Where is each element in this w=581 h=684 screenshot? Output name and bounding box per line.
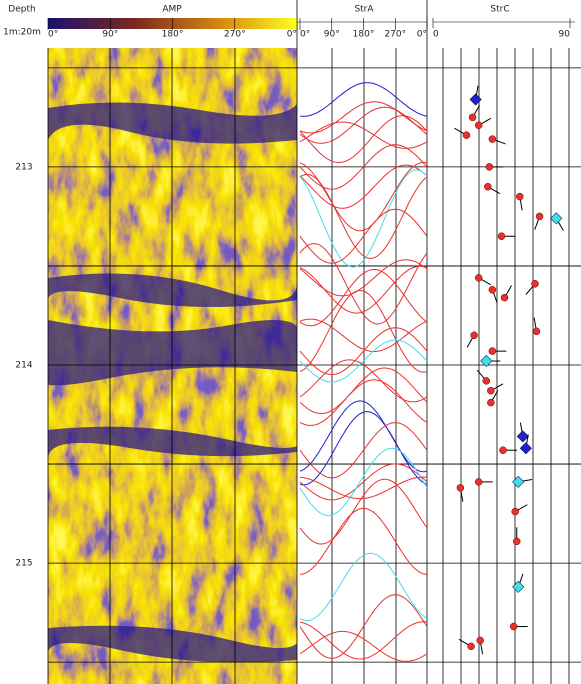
- dip-sinusoid: [299, 630, 427, 662]
- dip-sinusoid: [299, 164, 427, 209]
- tadpole: [488, 135, 497, 143]
- axis-label: 180°: [353, 30, 375, 40]
- depth-title: Depth: [8, 5, 35, 15]
- tadpole: [474, 478, 483, 486]
- dip-sinusoid: [299, 422, 427, 479]
- dip-sinusoid: [299, 411, 427, 486]
- dip-sinusoid: [299, 359, 427, 403]
- dip-sinusoid: [299, 289, 427, 373]
- tadpole: [476, 636, 484, 645]
- tadpole: [499, 446, 507, 454]
- axis-label: 0°: [287, 30, 297, 40]
- dip-sinusoid: [299, 339, 427, 383]
- axis-label: 90: [559, 30, 571, 40]
- tadpole: [474, 121, 483, 130]
- tadpole: [488, 347, 497, 355]
- tadpole: [500, 293, 509, 302]
- dip-sinusoid: [299, 169, 427, 268]
- tadpole: [516, 192, 524, 201]
- dip-sinusoid: [299, 269, 427, 327]
- tadpole: [468, 113, 477, 122]
- tadpole: [516, 430, 529, 443]
- tadpole: [469, 93, 482, 106]
- tadpole: [462, 131, 471, 139]
- tadpole: [512, 537, 521, 546]
- dip-sinusoid: [299, 259, 427, 297]
- depth-label: 215: [15, 559, 32, 569]
- dip-sinusoid: [299, 379, 427, 426]
- dip-sinusoid: [299, 101, 427, 134]
- axis-label: 90°: [324, 30, 340, 40]
- axis-label: 90°: [102, 30, 118, 40]
- dip-sinusoid: [299, 121, 427, 149]
- tadpole: [456, 484, 465, 492]
- dip-sinusoid: [299, 327, 427, 376]
- tadpole: [485, 163, 494, 171]
- dip-sinusoid: [299, 447, 427, 517]
- dip-sinusoid: [299, 594, 427, 659]
- dip-sinusoid: [299, 621, 427, 660]
- amp-title: AMP: [162, 5, 182, 15]
- tadpole: [535, 212, 544, 221]
- dip-sinusoid: [299, 476, 427, 500]
- tadpole: [512, 475, 525, 488]
- dip-sinusoid: [299, 174, 427, 259]
- axis-label: 0: [433, 30, 439, 40]
- tadpole: [488, 285, 497, 294]
- tadpole: [474, 274, 483, 282]
- dip-sinusoid: [299, 552, 427, 621]
- axis-label: 270°: [224, 30, 246, 40]
- dip-sinusoid: [299, 507, 427, 575]
- tadpole: [511, 507, 519, 516]
- axis-label: 0°: [417, 30, 427, 40]
- tadpole: [550, 212, 563, 225]
- grid: [47, 0, 570, 684]
- stra-title: StrA: [354, 5, 374, 15]
- tadpole: [532, 327, 541, 336]
- strc-title: StrC: [490, 5, 509, 15]
- dip-sinusoid: [299, 318, 427, 352]
- tadpole: [531, 280, 539, 288]
- tadpole: [509, 622, 518, 631]
- dip-sinusoid: [299, 243, 427, 325]
- tadpole: [470, 331, 478, 340]
- dip-sinusoid: [299, 478, 427, 545]
- dip-sinusoid: [299, 400, 427, 473]
- dip-sinusoid: [299, 208, 427, 264]
- depth-label: 214: [15, 361, 32, 371]
- tadpole: [519, 442, 532, 455]
- tadpole: [487, 387, 495, 395]
- dip-sinusoid: [299, 144, 427, 190]
- depth-scale: 1m:20m: [3, 28, 41, 38]
- tadpole: [497, 232, 506, 240]
- tadpole: [480, 355, 493, 368]
- amp-image: [48, 48, 297, 684]
- dip-sinusoid: [299, 367, 427, 415]
- axis-label: 0°: [300, 30, 310, 40]
- depth-label: 213: [15, 162, 32, 172]
- tadpole: [484, 182, 492, 191]
- sinusoids: [299, 82, 427, 662]
- tadpole: [487, 398, 495, 407]
- axis-label: 0°: [48, 30, 58, 40]
- tadpole: [482, 377, 491, 385]
- dip-sinusoid: [299, 265, 427, 314]
- tadpole: [512, 580, 525, 593]
- dip-sinusoid: [299, 463, 427, 501]
- axis-label: 180°: [162, 30, 184, 40]
- dip-sinusoid: [299, 82, 427, 117]
- dip-sinusoid: [299, 115, 427, 163]
- tadpole: [467, 642, 475, 651]
- axis-label: 270°: [384, 30, 406, 40]
